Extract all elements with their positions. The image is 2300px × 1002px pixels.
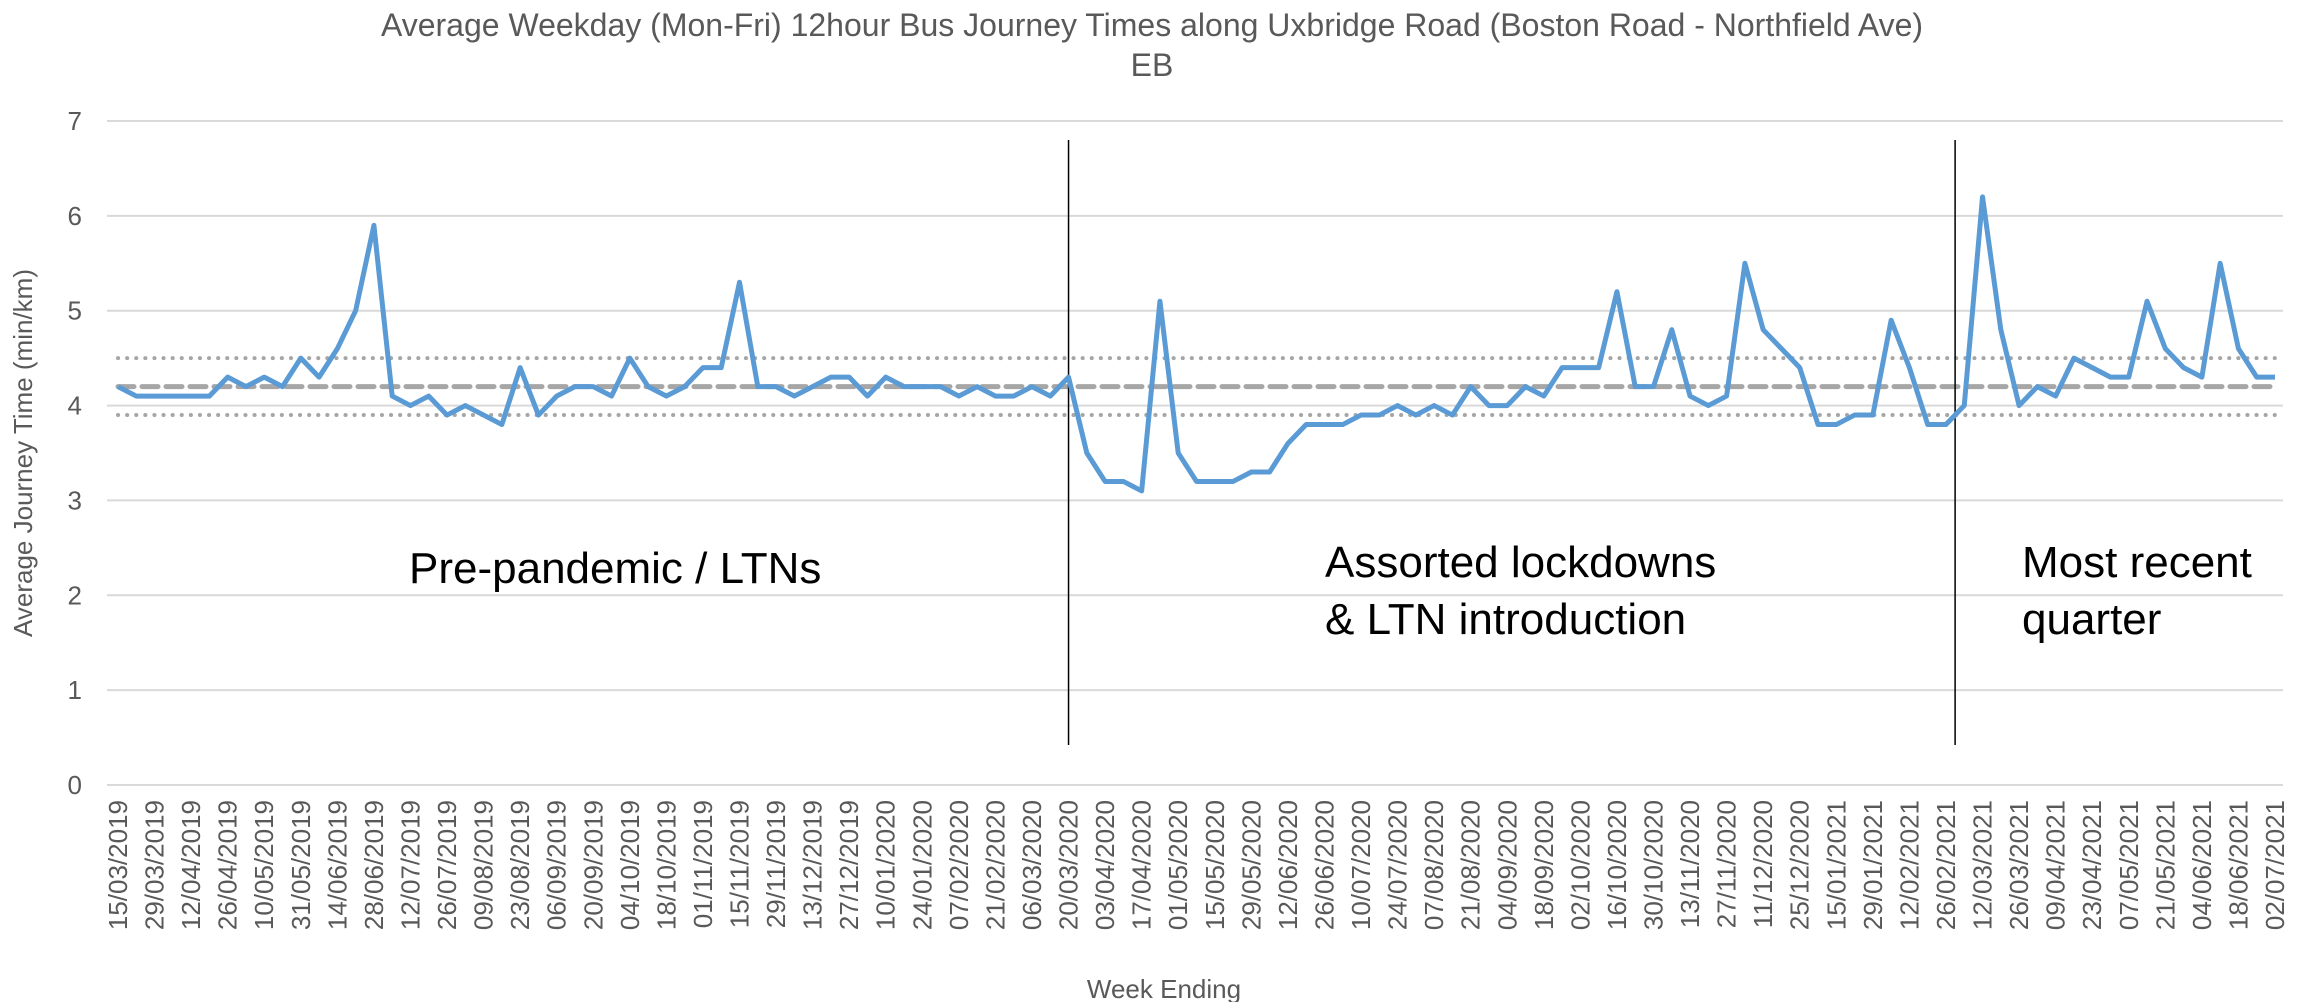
x-tick-label: 18/06/2021 [2223, 800, 2253, 930]
x-tick-label: 07/05/2021 [2114, 800, 2144, 930]
y-axis-title: Average Journey Time (min/km) [8, 269, 38, 637]
x-tick-label: 24/07/2020 [1383, 800, 1413, 930]
x-tick-label: 02/10/2020 [1565, 800, 1595, 930]
x-tick-label: 11/12/2020 [1748, 800, 1778, 928]
x-tick-label: 25/12/2020 [1785, 800, 1815, 930]
x-axis-title: Week Ending [1087, 974, 1241, 1002]
x-tick-label: 20/09/2019 [578, 800, 608, 930]
x-tick-label: 07/08/2020 [1419, 800, 1449, 930]
x-tick-label: 06/03/2020 [1017, 800, 1047, 930]
x-tick-label: 03/04/2020 [1090, 800, 1120, 930]
x-tick-label: 12/07/2019 [395, 800, 425, 930]
x-tick-label: 23/04/2021 [2077, 800, 2107, 930]
y-tick-label: 0 [68, 770, 82, 800]
y-tick-label: 3 [68, 485, 82, 515]
x-tick-label: 12/02/2021 [1894, 800, 1924, 930]
y-tick-label: 1 [68, 675, 82, 705]
x-tick-label: 31/05/2019 [286, 800, 316, 930]
x-tick-label: 29/05/2020 [1236, 800, 1266, 930]
x-tick-label: 13/11/2020 [1675, 800, 1705, 928]
x-tick-label: 15/11/2019 [725, 800, 755, 928]
x-tick-label: 17/04/2020 [1127, 800, 1157, 930]
chart-subtitle: EB [1131, 47, 1174, 83]
x-tick-label: 29/01/2021 [1858, 800, 1888, 930]
annotation: Pre-pandemic / LTNs [409, 544, 821, 593]
x-tick-label: 30/10/2020 [1638, 800, 1668, 930]
x-tick-label: 23/08/2019 [505, 800, 535, 930]
x-tick-label: 15/05/2020 [1200, 800, 1230, 930]
x-tick-label: 18/09/2020 [1529, 800, 1559, 930]
x-tick-label: 10/07/2020 [1346, 800, 1376, 930]
x-tick-label: 10/01/2020 [871, 800, 901, 930]
x-tick-label: 10/05/2019 [249, 800, 279, 930]
y-tick-label: 4 [68, 391, 82, 421]
x-tick-label: 16/10/2020 [1602, 800, 1632, 930]
annotation: Assorted lockdowns [1325, 538, 1716, 587]
x-tick-label: 21/02/2020 [980, 800, 1010, 930]
x-tick-label: 12/03/2021 [1968, 800, 1998, 930]
x-tick-label: 28/06/2019 [359, 800, 389, 930]
annotation: quarter [2022, 595, 2161, 644]
x-tick-label: 18/10/2019 [651, 800, 681, 930]
x-tick-label: 21/08/2020 [1456, 800, 1486, 930]
x-tick-label: 02/07/2021 [2260, 800, 2290, 930]
x-tick-label: 09/04/2021 [2041, 800, 2071, 930]
x-tick-label: 07/02/2020 [944, 800, 974, 930]
chart-title: Average Weekday (Mon-Fri) 12hour Bus Jou… [381, 7, 1923, 43]
x-tick-label: 12/04/2019 [176, 800, 206, 930]
x-tick-label: 26/03/2021 [2004, 800, 2034, 930]
annotation: & LTN introduction [1325, 595, 1686, 644]
x-tick-label: 26/07/2019 [432, 800, 462, 930]
x-tick-label: 01/11/2019 [688, 800, 718, 928]
x-tick-label: 26/02/2021 [1931, 800, 1961, 930]
x-tick-label: 20/03/2020 [1054, 800, 1084, 930]
x-tick-label: 26/04/2019 [213, 800, 243, 930]
x-tick-label: 29/03/2019 [140, 800, 170, 930]
x-tick-label: 15/01/2021 [1821, 800, 1851, 930]
y-tick-label: 5 [68, 296, 82, 326]
x-tick-label: 09/08/2019 [469, 800, 499, 930]
y-tick-label: 2 [68, 580, 82, 610]
x-tick-label: 21/05/2021 [2150, 800, 2180, 930]
annotation: Most recent [2022, 538, 2252, 587]
y-tick-label: 7 [68, 106, 82, 136]
x-tick-label: 27/12/2019 [834, 800, 864, 930]
y-tick-label: 6 [68, 201, 82, 231]
x-tick-label: 12/06/2020 [1273, 800, 1303, 930]
data-line [116, 194, 2275, 494]
x-tick-label: 04/09/2020 [1492, 800, 1522, 930]
x-tick-label: 13/12/2019 [798, 800, 828, 930]
x-tick-label: 04/06/2021 [2187, 800, 2217, 930]
x-tick-label: 04/10/2019 [615, 800, 645, 930]
x-tick-label: 27/11/2020 [1712, 800, 1742, 928]
x-tick-label: 14/06/2019 [322, 800, 352, 930]
x-tick-label: 01/05/2020 [1163, 800, 1193, 930]
x-tick-label: 15/03/2019 [103, 800, 133, 930]
x-tick-label: 29/11/2019 [761, 800, 791, 928]
x-tick-label: 06/09/2019 [542, 800, 572, 930]
x-tick-label: 26/06/2020 [1309, 800, 1339, 930]
x-tick-label: 24/01/2020 [907, 800, 937, 930]
